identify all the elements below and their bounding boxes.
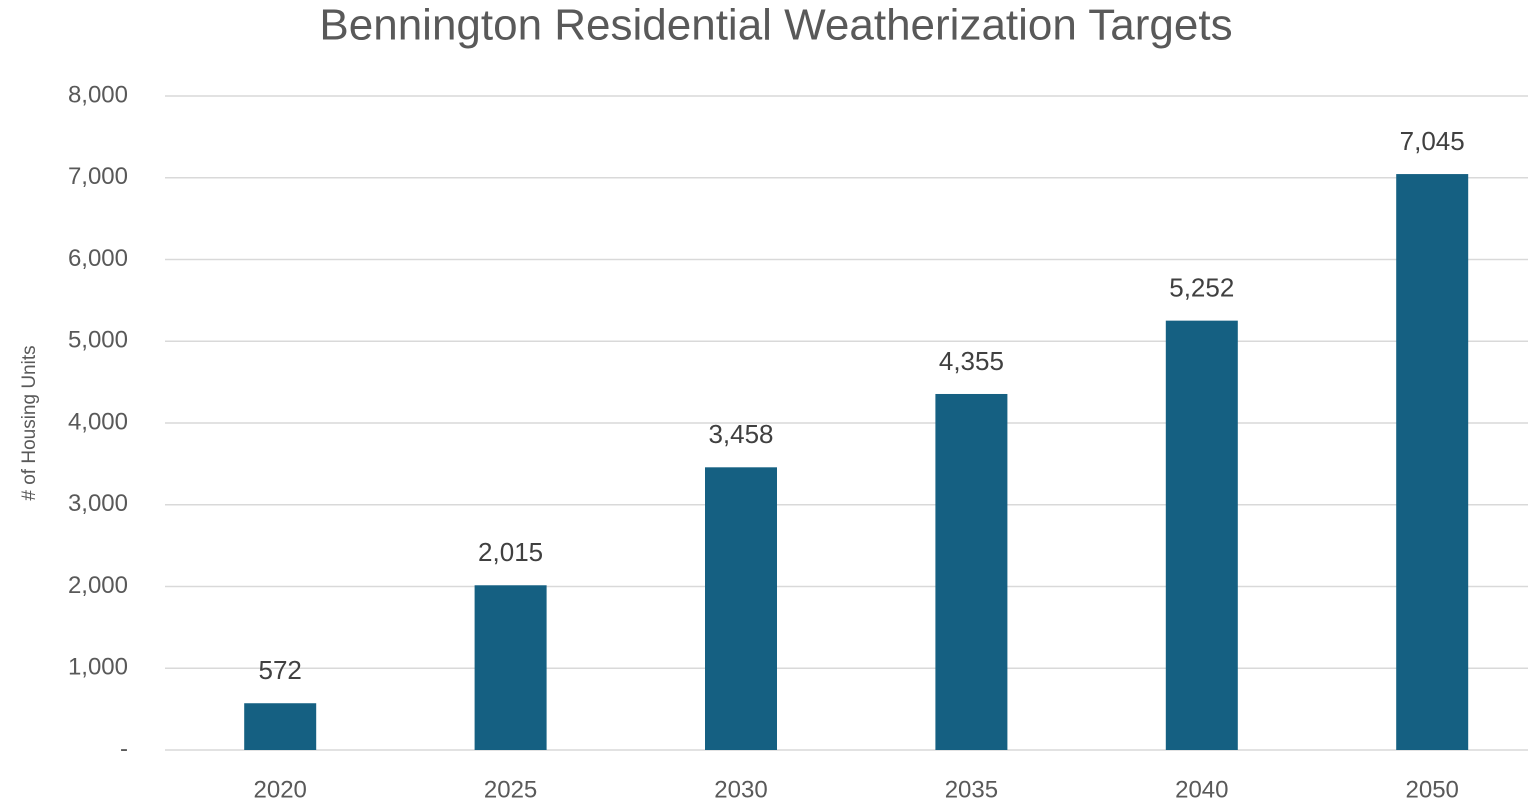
bar	[935, 393, 1008, 750]
y-tick-label: 2,000	[68, 572, 128, 599]
data-label: 7,045	[1400, 126, 1465, 156]
data-label: 5,252	[1169, 273, 1234, 303]
data-label: 3,458	[708, 419, 773, 449]
data-label: 572	[259, 655, 302, 685]
y-tick-label: 3,000	[68, 490, 128, 517]
bar	[244, 703, 317, 750]
bar	[474, 585, 547, 750]
x-tick-label: 2040	[1175, 776, 1228, 803]
y-tick-label: 5,000	[68, 327, 128, 354]
y-tick-label: 1,000	[68, 654, 128, 681]
y-tick-label: 4,000	[68, 408, 128, 435]
y-axis-label: # of Housing Units	[19, 345, 40, 500]
data-label: 2,015	[478, 537, 543, 567]
data-label: 4,355	[939, 346, 1004, 376]
x-tick-label: 2035	[945, 776, 998, 803]
x-tick-label: 2050	[1406, 776, 1459, 803]
bar	[1165, 320, 1238, 750]
y-tick-label: 6,000	[68, 245, 128, 272]
y-tick-label: 7,000	[68, 163, 128, 190]
chart-title: Bennington Residential Weatherization Ta…	[319, 1, 1232, 50]
y-tick-label: -	[120, 735, 128, 762]
x-tick-label: 2025	[484, 776, 537, 803]
x-tick-label: 2020	[254, 776, 307, 803]
bar	[705, 467, 777, 750]
y-tick-label: 8,000	[68, 81, 128, 108]
x-tick-label: 2030	[714, 776, 767, 803]
bar	[1396, 174, 1469, 751]
